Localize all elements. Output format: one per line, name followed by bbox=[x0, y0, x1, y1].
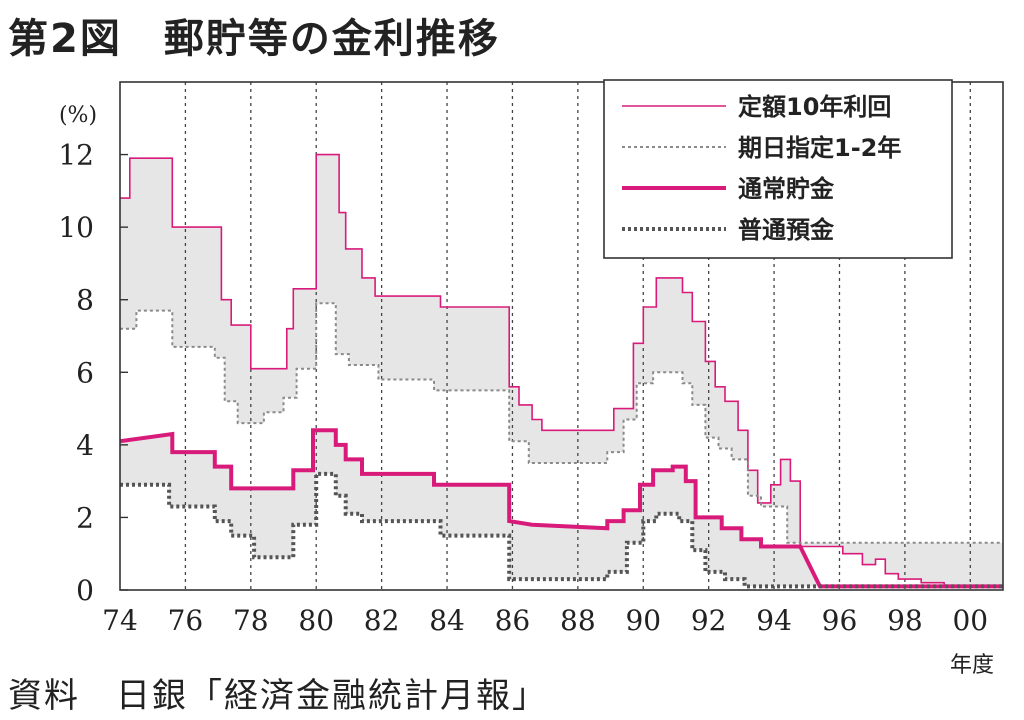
chart-title: 第2図 郵貯等の金利推移 bbox=[8, 16, 500, 62]
x-tick-label-92: 92 bbox=[691, 604, 727, 637]
y-tick-label-8: 8 bbox=[76, 284, 94, 317]
series-line-1 bbox=[120, 153, 1003, 588]
x-tick-label-98: 98 bbox=[887, 604, 923, 637]
x-tick-label-00: 00 bbox=[952, 604, 988, 637]
y-tick-label-2: 2 bbox=[76, 501, 94, 534]
x-axis-unit: 年度 bbox=[950, 653, 994, 678]
y-axis-unit: (%) bbox=[59, 103, 97, 128]
legend-box bbox=[603, 79, 953, 259]
x-tick-label-82: 82 bbox=[364, 604, 400, 637]
x-tick-label-90: 90 bbox=[625, 604, 661, 637]
legend-label-4: 普通預金 bbox=[738, 216, 835, 244]
x-tick-label-74: 74 bbox=[102, 604, 138, 637]
y-tick-label-12: 12 bbox=[58, 139, 94, 172]
x-tick-label-78: 78 bbox=[233, 604, 269, 637]
series-line-2 bbox=[120, 302, 1003, 544]
y-tick-label-10: 10 bbox=[58, 211, 94, 244]
x-tick-label-94: 94 bbox=[756, 604, 792, 637]
y-tick-label-0: 0 bbox=[76, 574, 94, 607]
x-tick-label-76: 76 bbox=[168, 604, 204, 637]
y-tick-label-4: 4 bbox=[76, 429, 94, 462]
legend-label-2: 期日指定1-2年 bbox=[738, 134, 901, 162]
legend-label-1: 定額10年利回 bbox=[738, 93, 891, 121]
x-tick-label-86: 86 bbox=[495, 604, 531, 637]
band-teigaku-kijitsu bbox=[120, 154, 1003, 587]
series-line-3 bbox=[119, 428, 1003, 589]
plot-frame bbox=[119, 81, 1004, 591]
source-note: 資料 日銀「経済金融統計月報」 bbox=[8, 676, 548, 716]
x-tick-label-96: 96 bbox=[822, 604, 858, 637]
series-line-4 bbox=[120, 471, 1003, 589]
x-tick-label-88: 88 bbox=[560, 604, 596, 637]
legend-label-3: 通常貯金 bbox=[738, 175, 835, 203]
x-tick-label-80: 80 bbox=[298, 604, 334, 637]
y-tick-label-6: 6 bbox=[76, 356, 94, 389]
x-tick-label-84: 84 bbox=[429, 604, 465, 637]
